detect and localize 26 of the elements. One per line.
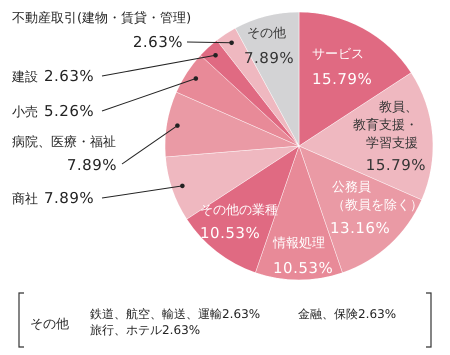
slice-label: その他の業種 xyxy=(200,203,278,218)
data-label: 10.53% xyxy=(273,259,334,277)
data-label: 7.89% xyxy=(66,156,117,174)
data-label: 10.53% xyxy=(200,224,260,242)
data-label: 15.79% xyxy=(312,70,372,88)
slice-label: 不動産取引(建物・賃貸・管理) xyxy=(12,10,192,26)
slice-label: 商社 xyxy=(12,192,38,207)
data-label: 13.16% xyxy=(330,219,390,237)
data-label: 7.89% xyxy=(44,189,94,207)
data-label: 7.89% xyxy=(244,49,294,67)
slice-label: 情報処理 xyxy=(272,236,325,251)
text: 金融、保険2.63% xyxy=(298,307,396,321)
slice-label: その他 xyxy=(247,26,286,41)
slice-label: 教員、教育支援・学習支援 xyxy=(353,100,418,151)
slice-label: 小売 xyxy=(12,105,38,120)
text: その他 xyxy=(30,317,69,332)
data-label: 5.26% xyxy=(44,102,94,120)
slice-label: 病院、医療・福祉 xyxy=(12,135,116,150)
text: 鉄道、航空、輸送、運輸2.63% xyxy=(90,307,260,321)
data-label: 15.79% xyxy=(366,156,426,174)
text: 旅行、ホテル2.63% xyxy=(90,323,200,337)
slice-label: サービス xyxy=(312,47,364,62)
slice-label: 建設 xyxy=(11,70,38,85)
data-label: 2.63% xyxy=(132,33,183,51)
slice-label: 公務員（教員を除く） xyxy=(332,180,423,213)
data-label: 2.63% xyxy=(44,67,94,85)
